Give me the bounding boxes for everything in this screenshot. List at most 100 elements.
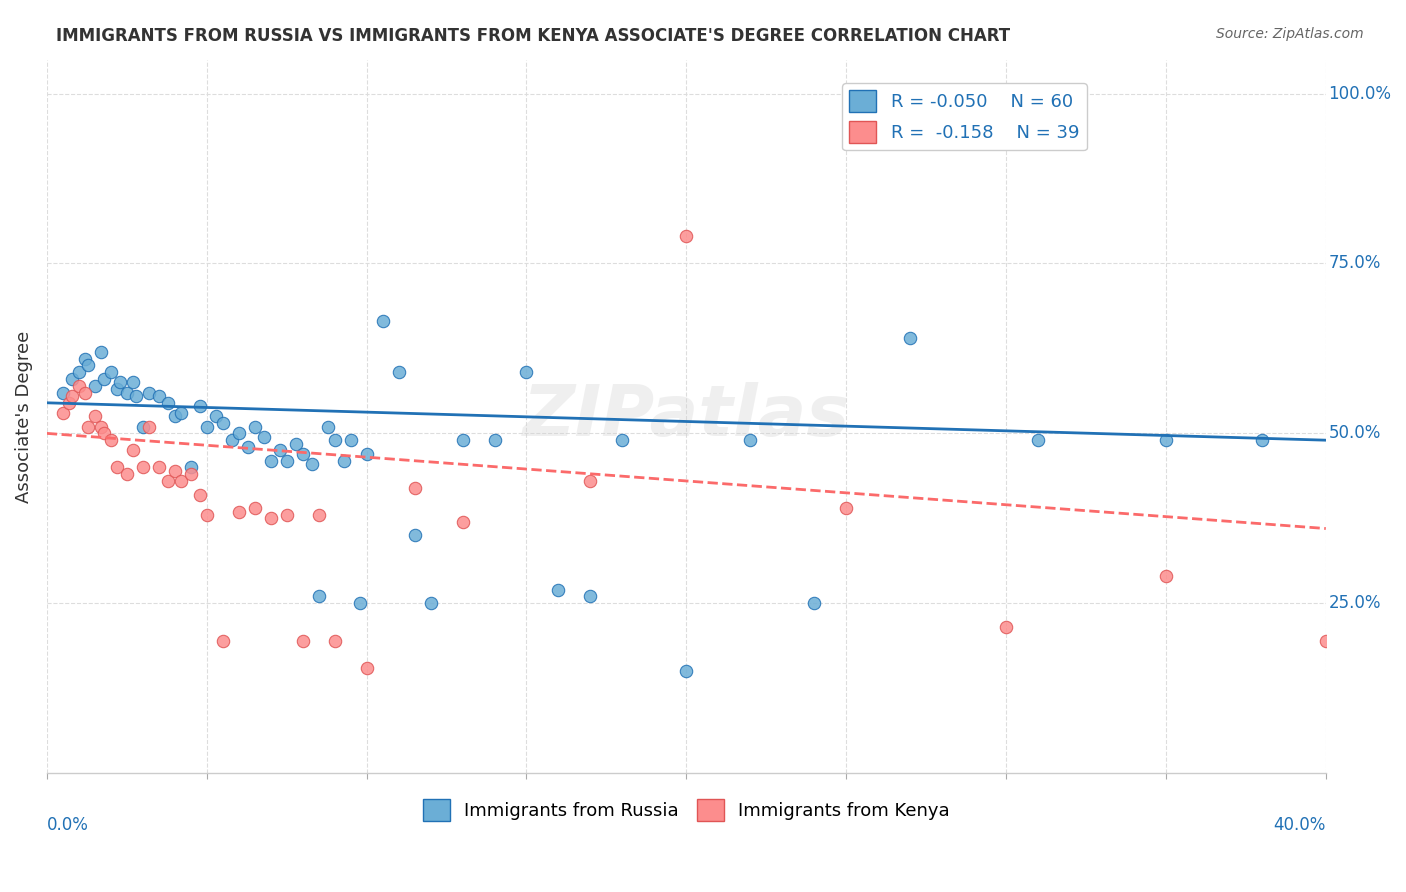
Immigrants from Kenya xyxy=(211,633,233,648)
Immigrants from Russia xyxy=(419,596,441,610)
Y-axis label: Associate's Degree: Associate's Degree xyxy=(15,330,32,502)
Text: 0.0%: 0.0% xyxy=(46,816,89,834)
Immigrants from Kenya xyxy=(122,443,145,458)
Immigrants from Kenya xyxy=(308,508,330,522)
Text: 100.0%: 100.0% xyxy=(1329,85,1392,103)
Immigrants from Russia xyxy=(547,582,569,597)
Text: IMMIGRANTS FROM RUSSIA VS IMMIGRANTS FROM KENYA ASSOCIATE'S DEGREE CORRELATION C: IMMIGRANTS FROM RUSSIA VS IMMIGRANTS FRO… xyxy=(56,27,1011,45)
Immigrants from Russia xyxy=(1154,433,1177,447)
Immigrants from Russia xyxy=(316,419,339,434)
Immigrants from Russia xyxy=(75,351,97,366)
Immigrants from Russia xyxy=(269,443,291,458)
Immigrants from Kenya xyxy=(276,508,298,522)
Immigrants from Kenya xyxy=(100,433,122,447)
Immigrants from Russia xyxy=(291,447,314,461)
Immigrants from Russia xyxy=(740,433,762,447)
Immigrants from Russia xyxy=(339,433,361,447)
Immigrants from Kenya xyxy=(90,419,112,434)
Immigrants from Russia xyxy=(308,590,330,604)
Immigrants from Russia xyxy=(285,436,308,450)
Immigrants from Kenya xyxy=(170,474,193,488)
Immigrants from Russia xyxy=(67,365,90,379)
Text: Source: ZipAtlas.com: Source: ZipAtlas.com xyxy=(1216,27,1364,41)
Immigrants from Russia xyxy=(90,344,112,359)
Immigrants from Russia xyxy=(260,453,283,467)
Immigrants from Kenya xyxy=(105,460,128,475)
Immigrants from Russia xyxy=(211,416,233,430)
Immigrants from Russia xyxy=(898,331,921,345)
Immigrants from Russia xyxy=(125,389,148,403)
Immigrants from Russia xyxy=(180,460,202,475)
Immigrants from Kenya xyxy=(115,467,138,482)
Immigrants from Russia xyxy=(132,419,155,434)
Immigrants from Russia xyxy=(579,590,602,604)
Immigrants from Kenya xyxy=(195,508,218,522)
Immigrants from Russia xyxy=(1250,433,1272,447)
Immigrants from Russia xyxy=(451,433,474,447)
Immigrants from Russia xyxy=(333,453,356,467)
Immigrants from Kenya xyxy=(260,511,283,525)
Immigrants from Russia xyxy=(484,433,506,447)
Immigrants from Kenya xyxy=(404,481,426,495)
Immigrants from Russia xyxy=(77,359,100,373)
Immigrants from Kenya xyxy=(1154,569,1177,583)
Immigrants from Kenya xyxy=(579,474,602,488)
Immigrants from Russia xyxy=(238,440,260,454)
Immigrants from Kenya xyxy=(58,396,80,410)
Immigrants from Russia xyxy=(115,385,138,400)
Immigrants from Kenya xyxy=(356,661,378,675)
Immigrants from Russia xyxy=(371,314,394,328)
Immigrants from Kenya xyxy=(835,501,858,516)
Immigrants from Kenya xyxy=(62,389,84,403)
Immigrants from Kenya xyxy=(675,229,697,244)
Immigrants from Russia xyxy=(100,365,122,379)
Text: 75.0%: 75.0% xyxy=(1329,254,1381,272)
Immigrants from Russia xyxy=(612,433,634,447)
Immigrants from Kenya xyxy=(157,474,180,488)
Immigrants from Russia xyxy=(110,376,132,390)
Immigrants from Russia xyxy=(675,665,697,679)
Immigrants from Russia xyxy=(276,453,298,467)
Immigrants from Kenya xyxy=(148,460,170,475)
Immigrants from Kenya xyxy=(77,419,100,434)
Immigrants from Russia xyxy=(803,596,825,610)
Immigrants from Russia xyxy=(253,430,276,444)
Text: 50.0%: 50.0% xyxy=(1329,425,1381,442)
Immigrants from Russia xyxy=(163,409,186,424)
Text: ZIPatlas: ZIPatlas xyxy=(523,382,851,450)
Immigrants from Russia xyxy=(52,385,75,400)
Immigrants from Kenya xyxy=(180,467,202,482)
Immigrants from Russia xyxy=(138,385,160,400)
Immigrants from Russia xyxy=(148,389,170,403)
Immigrants from Russia xyxy=(515,365,537,379)
Immigrants from Kenya xyxy=(243,501,266,516)
Immigrants from Russia xyxy=(170,406,193,420)
Immigrants from Russia xyxy=(122,376,145,390)
Immigrants from Russia xyxy=(349,596,371,610)
Immigrants from Kenya xyxy=(132,460,155,475)
Immigrants from Russia xyxy=(228,426,250,441)
Immigrants from Russia xyxy=(205,409,228,424)
Immigrants from Russia xyxy=(356,447,378,461)
Text: 25.0%: 25.0% xyxy=(1329,594,1381,612)
Immigrants from Russia xyxy=(93,372,115,386)
Immigrants from Russia xyxy=(157,396,180,410)
Immigrants from Kenya xyxy=(451,515,474,529)
Immigrants from Kenya xyxy=(138,419,160,434)
Immigrants from Russia xyxy=(323,433,346,447)
Immigrants from Kenya xyxy=(93,426,115,441)
Immigrants from Russia xyxy=(387,365,409,379)
Immigrants from Kenya xyxy=(995,620,1018,634)
Immigrants from Russia xyxy=(404,528,426,542)
Legend: Immigrants from Russia, Immigrants from Kenya: Immigrants from Russia, Immigrants from … xyxy=(415,792,957,829)
Immigrants from Russia xyxy=(1026,433,1049,447)
Immigrants from Kenya xyxy=(1315,633,1337,648)
Immigrants from Kenya xyxy=(190,487,212,501)
Immigrants from Kenya xyxy=(323,633,346,648)
Immigrants from Russia xyxy=(105,382,128,396)
Text: 40.0%: 40.0% xyxy=(1274,816,1326,834)
Immigrants from Kenya xyxy=(291,633,314,648)
Immigrants from Kenya xyxy=(75,385,97,400)
Immigrants from Russia xyxy=(62,372,84,386)
Immigrants from Russia xyxy=(301,457,323,471)
